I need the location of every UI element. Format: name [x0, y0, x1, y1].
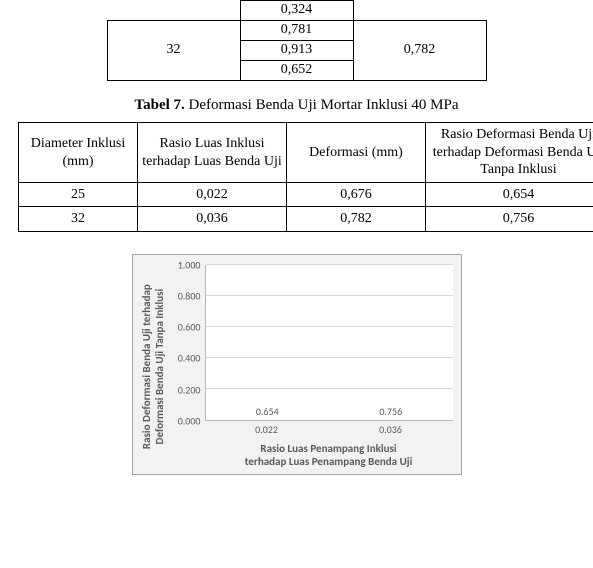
table-caption: Tabel 7. Deformasi Benda Uji Mortar Inkl… — [18, 97, 575, 114]
top-fragment-table: 0,324 32 0,781 0,782 0,913 0,652 — [107, 0, 487, 81]
cell-empty — [353, 1, 486, 21]
table-row: 32 0,781 0,782 — [107, 21, 486, 41]
y-axis-title-line: Rasio Deformasi Benda Uji terhadap — [140, 284, 153, 449]
cell-value: 0,652 — [240, 61, 353, 81]
y-tick-label: 1.000 — [178, 258, 201, 271]
caption-bold: Tabel 7. — [134, 97, 184, 113]
column-header: Rasio Deformasi Benda Uji terhadap Defor… — [426, 123, 593, 183]
x-ticks: 0.022 0.036 — [205, 423, 453, 436]
table-row: 25 0,022 0,676 0,654 — [19, 182, 593, 207]
y-tick-label: 0.400 — [178, 352, 201, 365]
column-header: Deformasi (mm) — [287, 123, 426, 183]
plot-column: 1.000 0.800 0.600 0.400 0.200 0.000 — [167, 265, 453, 468]
cell-deformasi: 0,676 — [287, 182, 426, 207]
cell-rasio-deformasi: 0,654 — [426, 182, 593, 207]
cell-empty — [107, 1, 240, 21]
cell-rasio-deformasi: 0,756 — [426, 207, 593, 232]
cell-diameter: 32 — [19, 207, 138, 232]
bar-slot: 0.756 — [329, 405, 453, 420]
y-axis-title: Rasio Deformasi Benda Uji terhadap Defor… — [141, 265, 167, 468]
bars-container: 0.654 0.756 — [206, 265, 453, 420]
cell-value: 0,913 — [240, 41, 353, 61]
bar-value-label: 0.654 — [256, 405, 279, 418]
table-row: 0,324 — [107, 1, 486, 21]
caption-text: Deformasi Benda Uji Mortar Inklusi 40 MP… — [185, 97, 459, 113]
plot: 0.654 0.756 — [205, 265, 453, 421]
x-axis-title: Rasio Luas Penampang Inklusi terhadap Lu… — [167, 442, 453, 468]
cell-rasio-luas: 0,022 — [138, 182, 287, 207]
bar-value-label: 0.756 — [379, 405, 402, 418]
page: 0,324 32 0,781 0,782 0,913 0,652 Tabel 7… — [0, 0, 593, 475]
bar-slot: 0.654 — [206, 405, 330, 420]
y-ticks: 1.000 0.800 0.600 0.400 0.200 0.000 — [167, 265, 205, 421]
plot-area: 1.000 0.800 0.600 0.400 0.200 0.000 — [167, 265, 453, 421]
table-header-row: Diameter Inklusi (mm) Rasio Luas Inklusi… — [19, 123, 593, 183]
y-tick-label: 0.000 — [178, 414, 201, 427]
ratio-bar-chart: Rasio Deformasi Benda Uji terhadap Defor… — [132, 254, 462, 475]
deformasi-table: Diameter Inklusi (mm) Rasio Luas Inklusi… — [18, 122, 593, 232]
y-tick-label: 0.600 — [178, 321, 201, 334]
y-tick-label: 0.200 — [178, 383, 201, 396]
y-axis-title-line: Deformasi Benda Uji Tanpa Inklusi — [153, 289, 166, 445]
cell-diameter: 32 — [107, 21, 240, 81]
cell-avg: 0,782 — [353, 21, 486, 81]
x-axis-title-line: terhadap Luas Penampang Benda Uji — [245, 455, 413, 468]
y-tick-label: 0.800 — [178, 290, 201, 303]
x-tick-label: 0.022 — [205, 423, 329, 436]
cell-value: 0,324 — [240, 1, 353, 21]
x-axis-title-line: Rasio Luas Penampang Inklusi — [260, 442, 396, 455]
column-header: Rasio Luas Inklusi terhadap Luas Benda U… — [138, 123, 287, 183]
cell-rasio-luas: 0,036 — [138, 207, 287, 232]
chart-body: Rasio Deformasi Benda Uji terhadap Defor… — [141, 265, 453, 468]
table-row: 32 0,036 0,782 0,756 — [19, 207, 593, 232]
cell-value: 0,781 — [240, 21, 353, 41]
cell-deformasi: 0,782 — [287, 207, 426, 232]
x-tick-label: 0.036 — [329, 423, 453, 436]
column-header: Diameter Inklusi (mm) — [19, 123, 138, 183]
cell-diameter: 25 — [19, 182, 138, 207]
